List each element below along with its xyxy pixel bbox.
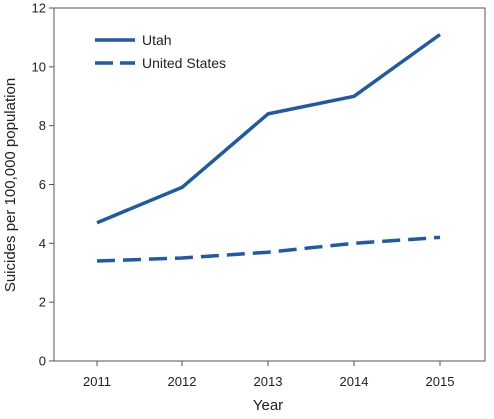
legend-label-united-states: United States [142, 55, 226, 71]
x-axis-ticks: 2011 2012 2013 2014 2015 [83, 361, 454, 389]
y-tick-label: 6 [39, 177, 46, 192]
chart-legend: Utah United States [95, 32, 226, 71]
series-line-utah [96, 33, 442, 225]
y-tick-label: 0 [39, 354, 46, 369]
x-tick-label: 2012 [168, 374, 197, 389]
series-line-united-states [96, 235, 441, 263]
x-tick-label: 2014 [340, 374, 369, 389]
x-tick-label: 2011 [83, 374, 111, 389]
y-tick-label: 8 [39, 118, 46, 133]
y-axis-title: Suicides per 100,000 population [2, 78, 19, 292]
y-tick-label: 12 [32, 1, 46, 16]
chart-axes [53, 7, 486, 362]
chart-series [96, 33, 442, 263]
legend-label-utah: Utah [142, 32, 172, 48]
y-tick-label: 4 [39, 236, 46, 251]
x-tick-label: 2013 [254, 374, 283, 389]
x-tick-label: 2015 [426, 374, 455, 389]
x-axis-title: Year [253, 397, 283, 414]
y-tick-label: 2 [39, 295, 46, 310]
y-axis-ticks: 0 2 4 6 8 10 12 [32, 1, 54, 369]
y-tick-label: 10 [32, 59, 46, 74]
plot-frame [53, 7, 486, 362]
